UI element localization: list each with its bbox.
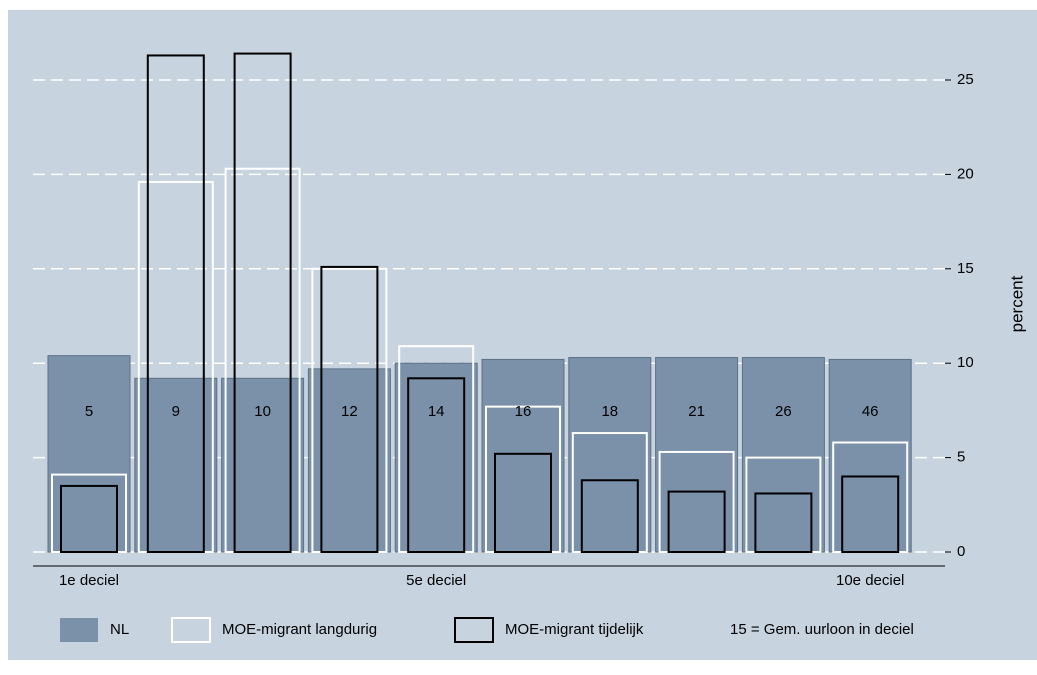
bar [754, 492, 813, 553]
bar [60, 484, 118, 554]
legend-label: MOE-migrant tijdelijk [505, 621, 644, 638]
legend-swatch [454, 617, 494, 643]
y-tick-label: 15 [957, 260, 974, 277]
legend-label: NL [110, 621, 129, 638]
legend-label: MOE-migrant langdurig [222, 621, 377, 638]
wage-label: 21 [688, 403, 705, 420]
background [8, 10, 1037, 660]
wage-label: 16 [515, 403, 532, 420]
bar [407, 377, 466, 553]
x-tick-label: 5e deciel [406, 572, 466, 589]
y-tick-label: 20 [957, 165, 974, 182]
wage-label: 26 [775, 403, 792, 420]
wage-label: 5 [85, 403, 93, 420]
bar [580, 479, 639, 554]
bar [320, 265, 379, 553]
bar [667, 490, 726, 554]
bar [841, 475, 900, 554]
note: 15 = Gem. uurloon in deciel [730, 621, 914, 638]
y-axis-title: percent [1007, 275, 1026, 332]
legend-swatch [60, 618, 98, 642]
bar [233, 52, 292, 554]
x-tick-label: 1e deciel [59, 572, 119, 589]
x-tick-label: 10e deciel [836, 572, 904, 589]
legend-swatch [171, 617, 211, 643]
bar [146, 54, 205, 554]
wage-label: 18 [601, 403, 618, 420]
wage-label: 10 [254, 403, 271, 420]
bar [494, 452, 552, 554]
wage-label: 9 [172, 403, 180, 420]
y-tick-label: 10 [957, 354, 974, 371]
y-tick-label: 5 [957, 449, 965, 466]
wage-label: 12 [341, 403, 358, 420]
wage-label: 14 [428, 403, 445, 420]
wage-label: 46 [862, 403, 879, 420]
y-tick-label: 25 [957, 71, 974, 88]
y-tick-label: 0 [957, 543, 965, 560]
